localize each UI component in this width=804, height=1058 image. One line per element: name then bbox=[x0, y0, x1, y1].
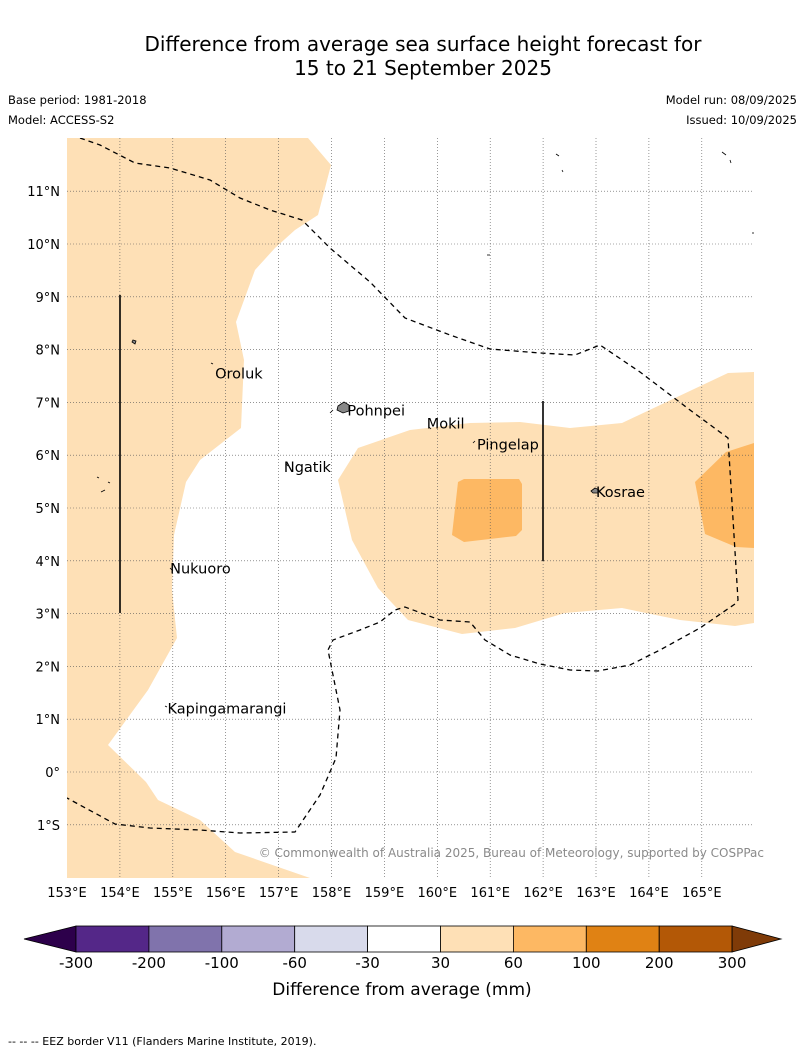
model-run: Model run: 08/09/2025 bbox=[665, 93, 797, 107]
colorbar-tick-label: 300 bbox=[718, 954, 747, 972]
atoll-ngatik bbox=[285, 463, 289, 467]
atoll-mokil bbox=[428, 426, 432, 430]
anomaly-region-west bbox=[67, 138, 331, 878]
eez-border bbox=[67, 138, 739, 834]
colorbar-swatch bbox=[75, 925, 150, 953]
place-label: Kapingamarangi bbox=[168, 702, 287, 718]
eez-footnote: -- -- -- EEZ border V11 (Flanders Marine… bbox=[8, 1035, 317, 1048]
latitude-tick-label: 4°N bbox=[36, 555, 61, 570]
anomaly-patch-east bbox=[695, 443, 754, 548]
longitude-tick-label: 159°E bbox=[365, 886, 405, 901]
longitude-tick-label: 163°E bbox=[576, 886, 616, 901]
islands bbox=[96, 151, 754, 708]
place-label: Pohnpei bbox=[347, 403, 405, 419]
forecast-map: 153°E 154°E 155°E 156°E 157°E 158°E 159°E 160°E… bbox=[23, 138, 783, 1000]
place-label: Nukuoro bbox=[170, 562, 231, 578]
colorbar-swatch bbox=[221, 925, 296, 953]
place-labels: Oroluk Pohnpei Mokil Pingelap Ngatik Kosrae Nu… bbox=[168, 366, 646, 717]
colorbar-swatch bbox=[148, 925, 223, 953]
colorbar-swatch bbox=[440, 925, 514, 953]
latitude-tick-label: 8°N bbox=[36, 344, 61, 359]
colorbar-title: Difference from average (mm) bbox=[272, 980, 531, 1000]
longitude-tick-label: 164°E bbox=[629, 886, 669, 901]
longitude-tick-label: 162°E bbox=[523, 886, 563, 901]
longitude-tick-label: 154°E bbox=[100, 886, 140, 901]
latitude-tick-label: 7°N bbox=[36, 396, 61, 411]
colorbar-tick-label: 60 bbox=[504, 954, 523, 972]
atoll-west bbox=[96, 476, 111, 493]
colorbar-swatch bbox=[658, 925, 733, 953]
title-line-1: Difference from average sea surface heig… bbox=[144, 32, 702, 56]
longitude-tick-label: 156°E bbox=[206, 886, 246, 901]
colorbar-swatch bbox=[294, 925, 369, 953]
atoll-pohnpei-west bbox=[329, 409, 334, 414]
colorbar-tick-label: -200 bbox=[132, 954, 166, 972]
atoll-ne-2 bbox=[721, 151, 732, 164]
latitude-tick-label: 11°N bbox=[27, 185, 60, 200]
atoll-ne-1 bbox=[555, 153, 564, 173]
latitude-tick-label: 3°N bbox=[36, 608, 61, 623]
longitude-tick-label: 155°E bbox=[153, 886, 193, 901]
colorbar-tick-label: -100 bbox=[205, 954, 239, 972]
place-label: Pingelap bbox=[477, 438, 539, 454]
atoll-pingelap bbox=[472, 440, 476, 444]
latitude-tick-label: 10°N bbox=[27, 238, 60, 253]
latitude-tick-label: 2°N bbox=[36, 660, 61, 675]
colorbar: -300 -200 -100 -60 -30 30 60 100 200 300 bbox=[23, 925, 783, 972]
longitude-labels: 153°E 154°E 155°E 156°E 157°E 158°E 159°E 160°E… bbox=[47, 886, 721, 901]
base-period: Base period: 1981-2018 bbox=[8, 93, 147, 107]
atoll-oroluk bbox=[210, 362, 214, 365]
kosrae-island bbox=[590, 487, 600, 494]
anomaly-fields bbox=[67, 138, 754, 878]
colorbar-swatch bbox=[585, 925, 660, 953]
place-label: Kosrae bbox=[596, 485, 645, 501]
place-label: Mokil bbox=[427, 417, 465, 433]
atoll-nukuoro bbox=[169, 567, 173, 571]
title-line-2: 15 to 21 September 2025 bbox=[294, 56, 552, 80]
colorbar-swatch bbox=[367, 925, 441, 953]
anomaly-region-east bbox=[338, 372, 754, 634]
small-island-west bbox=[131, 339, 137, 345]
issued-date: Issued: 10/09/2025 bbox=[686, 113, 797, 127]
model-name: Model: ACCESS-S2 bbox=[8, 113, 115, 127]
longitude-tick-label: 158°E bbox=[312, 886, 352, 901]
longitude-tick-label: 165°E bbox=[682, 886, 722, 901]
latitude-tick-label: 6°N bbox=[36, 449, 61, 464]
longitude-tick-label: 157°E bbox=[259, 886, 299, 901]
colorbar-tick-label: 30 bbox=[431, 954, 450, 972]
pohnpei-island bbox=[336, 401, 350, 414]
latitude-tick-label: 1°S bbox=[37, 819, 60, 834]
anomaly-patch-center bbox=[452, 479, 522, 542]
colorbar-extend-low bbox=[23, 925, 77, 953]
latitude-tick-label: 9°N bbox=[36, 291, 61, 306]
map-title: Difference from average sea surface heig… bbox=[0, 32, 804, 80]
colorbar-tick-label: 100 bbox=[572, 954, 601, 972]
colorbar-swatch bbox=[513, 925, 587, 953]
colorbar-tick-label: -30 bbox=[355, 954, 380, 972]
latitude-tick-label: 1°N bbox=[36, 713, 61, 728]
atoll-kapinga bbox=[164, 705, 168, 708]
gridlines bbox=[67, 138, 754, 878]
longitude-tick-label: 161°E bbox=[470, 886, 510, 901]
place-label: Ngatik bbox=[284, 460, 332, 476]
colorbar-tick-label: -300 bbox=[59, 954, 93, 972]
copyright-notice: © Commonwealth of Australia 2025, Bureau… bbox=[259, 846, 764, 860]
colorbar-extend-high bbox=[731, 925, 783, 953]
eez-border-north bbox=[67, 138, 739, 834]
place-label: Oroluk bbox=[215, 366, 263, 382]
latitude-tick-label: 0° bbox=[45, 766, 60, 781]
colorbar-tick-label: -60 bbox=[282, 954, 307, 972]
longitude-tick-label: 153°E bbox=[47, 886, 87, 901]
colorbar-tick-label: 200 bbox=[645, 954, 674, 972]
latitude-tick-label: 5°N bbox=[36, 502, 61, 517]
latitude-labels: 11°N 10°N 9°N 8°N 7°N 6°N 5°N 4°N 3°N 2°N 1°N 0° 1°S bbox=[27, 185, 60, 834]
longitude-tick-label: 160°E bbox=[418, 886, 458, 901]
